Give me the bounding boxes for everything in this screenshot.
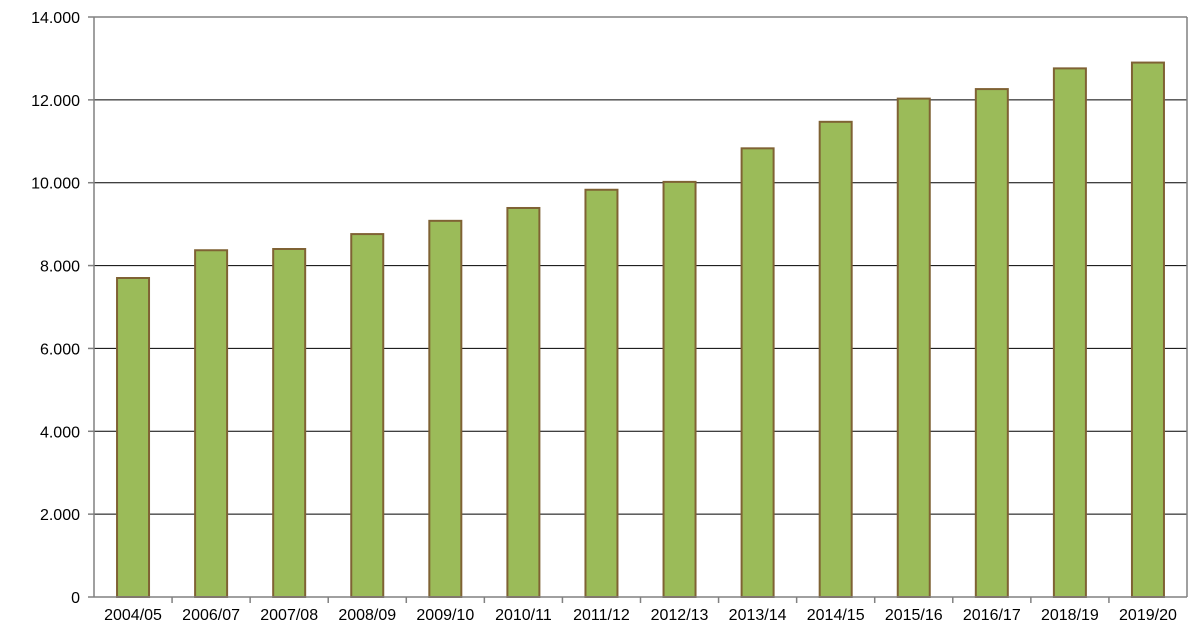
y-tick-label: 10.000 — [31, 176, 80, 193]
y-tick-label: 14.000 — [31, 10, 80, 27]
axes — [93, 16, 1188, 598]
x-tick-label: 2004/05 — [104, 607, 162, 624]
y-tick-label: 4.000 — [40, 424, 80, 441]
y-tick-label: 2.000 — [40, 507, 80, 524]
x-tick-labels: 2004/05 2006/07 2007/08 2008/09 2009/10 2010/… — [104, 607, 1177, 624]
bar-2007-08 — [272, 248, 307, 598]
y-tick-label: 12.000 — [31, 93, 80, 110]
bar-2006-07 — [194, 249, 229, 598]
x-tick-label: 2010/11 — [495, 607, 552, 624]
x-tick-label: 2013/14 — [729, 607, 787, 624]
x-tick-label: 2007/08 — [260, 607, 318, 624]
x-tick-label: 2015/16 — [885, 607, 943, 624]
y-tick-labels: 0 2.000 4.000 6.000 8.000 10.000 12.000 14.000 — [31, 10, 80, 607]
x-tick-label: 2019/20 — [1119, 607, 1177, 624]
y-tick-label: 8.000 — [40, 259, 80, 276]
bar-2009-10 — [428, 219, 463, 598]
x-tick-label: 2016/17 — [963, 607, 1021, 624]
y-tick-label: 6.000 — [40, 341, 80, 358]
x-tick-label: 2018/19 — [1041, 607, 1099, 624]
bar-2016-17 — [974, 88, 1009, 598]
x-tick-label: 2014/15 — [807, 607, 865, 624]
bar-2019-20 — [1130, 61, 1165, 599]
y-tick-label: 0 — [71, 590, 80, 607]
bar-2015-16 — [896, 97, 931, 598]
gridlines — [88, 16, 1187, 603]
bar-2004-05 — [116, 277, 151, 598]
bar-2014-15 — [818, 120, 853, 598]
x-tick-label: 2006/07 — [182, 607, 240, 624]
x-tick-label: 2012/13 — [651, 607, 709, 624]
x-tick-label: 2008/09 — [338, 607, 396, 624]
bar-2018-19 — [1052, 67, 1087, 599]
bar-2010-11 — [506, 206, 541, 598]
x-tick-label: 2011/12 — [573, 607, 630, 624]
x-tick-label: 2009/10 — [416, 607, 474, 624]
bars — [116, 61, 1165, 599]
bar-2012-13 — [662, 180, 697, 598]
bar-2011-12 — [584, 188, 619, 598]
bar-2008-09 — [350, 233, 385, 598]
bar-2013-14 — [740, 147, 775, 598]
